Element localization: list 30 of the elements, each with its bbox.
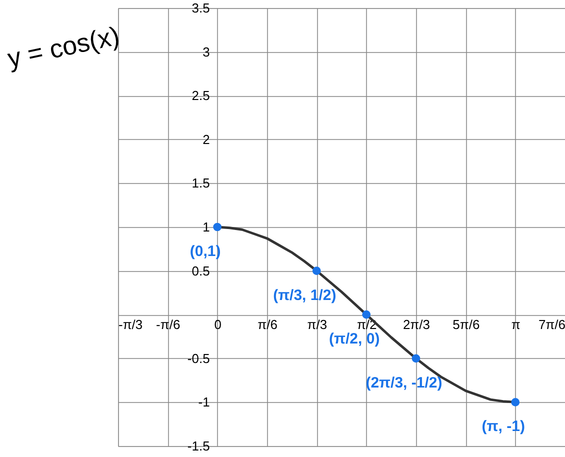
annotation: (2π/3, -1/2) bbox=[366, 374, 442, 392]
y-tick-label: -1 bbox=[198, 394, 210, 410]
x-tick-label: π/3 bbox=[307, 317, 328, 332]
text: y = cos(x) bbox=[4, 20, 122, 74]
y-tick-label: 3 bbox=[202, 44, 210, 60]
y-tick-label: 1.5 bbox=[192, 176, 210, 191]
y-tick-label: 2 bbox=[202, 132, 210, 147]
y-tick-label: 1 bbox=[202, 220, 210, 234]
y-tick-label: 0.5 bbox=[192, 263, 210, 278]
annotation: (0,1) bbox=[190, 243, 221, 260]
x-tick-label: 2π/3 bbox=[402, 317, 430, 332]
point bbox=[362, 310, 371, 319]
annotation: (π/2, 0) bbox=[329, 330, 380, 348]
y-tick-label: 2.5 bbox=[192, 88, 210, 104]
annotation: (π, -1) bbox=[482, 418, 525, 436]
point bbox=[412, 354, 420, 363]
x-tick-label: π bbox=[511, 317, 520, 332]
y-tick-label: -1.5 bbox=[187, 438, 210, 454]
x-tick-label: 7π/6 bbox=[538, 317, 565, 332]
y-tick-label: -0.5 bbox=[187, 350, 210, 366]
x-tick-label: 0 bbox=[214, 317, 222, 332]
x-tick-label: π/6 bbox=[258, 317, 278, 332]
point bbox=[213, 222, 222, 232]
point bbox=[312, 266, 321, 275]
y-tick-label: 3.5 bbox=[192, 0, 210, 16]
point bbox=[511, 398, 520, 406]
x-tick-label: -π/6 bbox=[156, 317, 180, 332]
x-tick-label: 5π/6 bbox=[452, 317, 480, 332]
x-tick-label: -π/3 bbox=[118, 317, 143, 332]
annotation: (π/3, 1/2) bbox=[273, 286, 336, 304]
